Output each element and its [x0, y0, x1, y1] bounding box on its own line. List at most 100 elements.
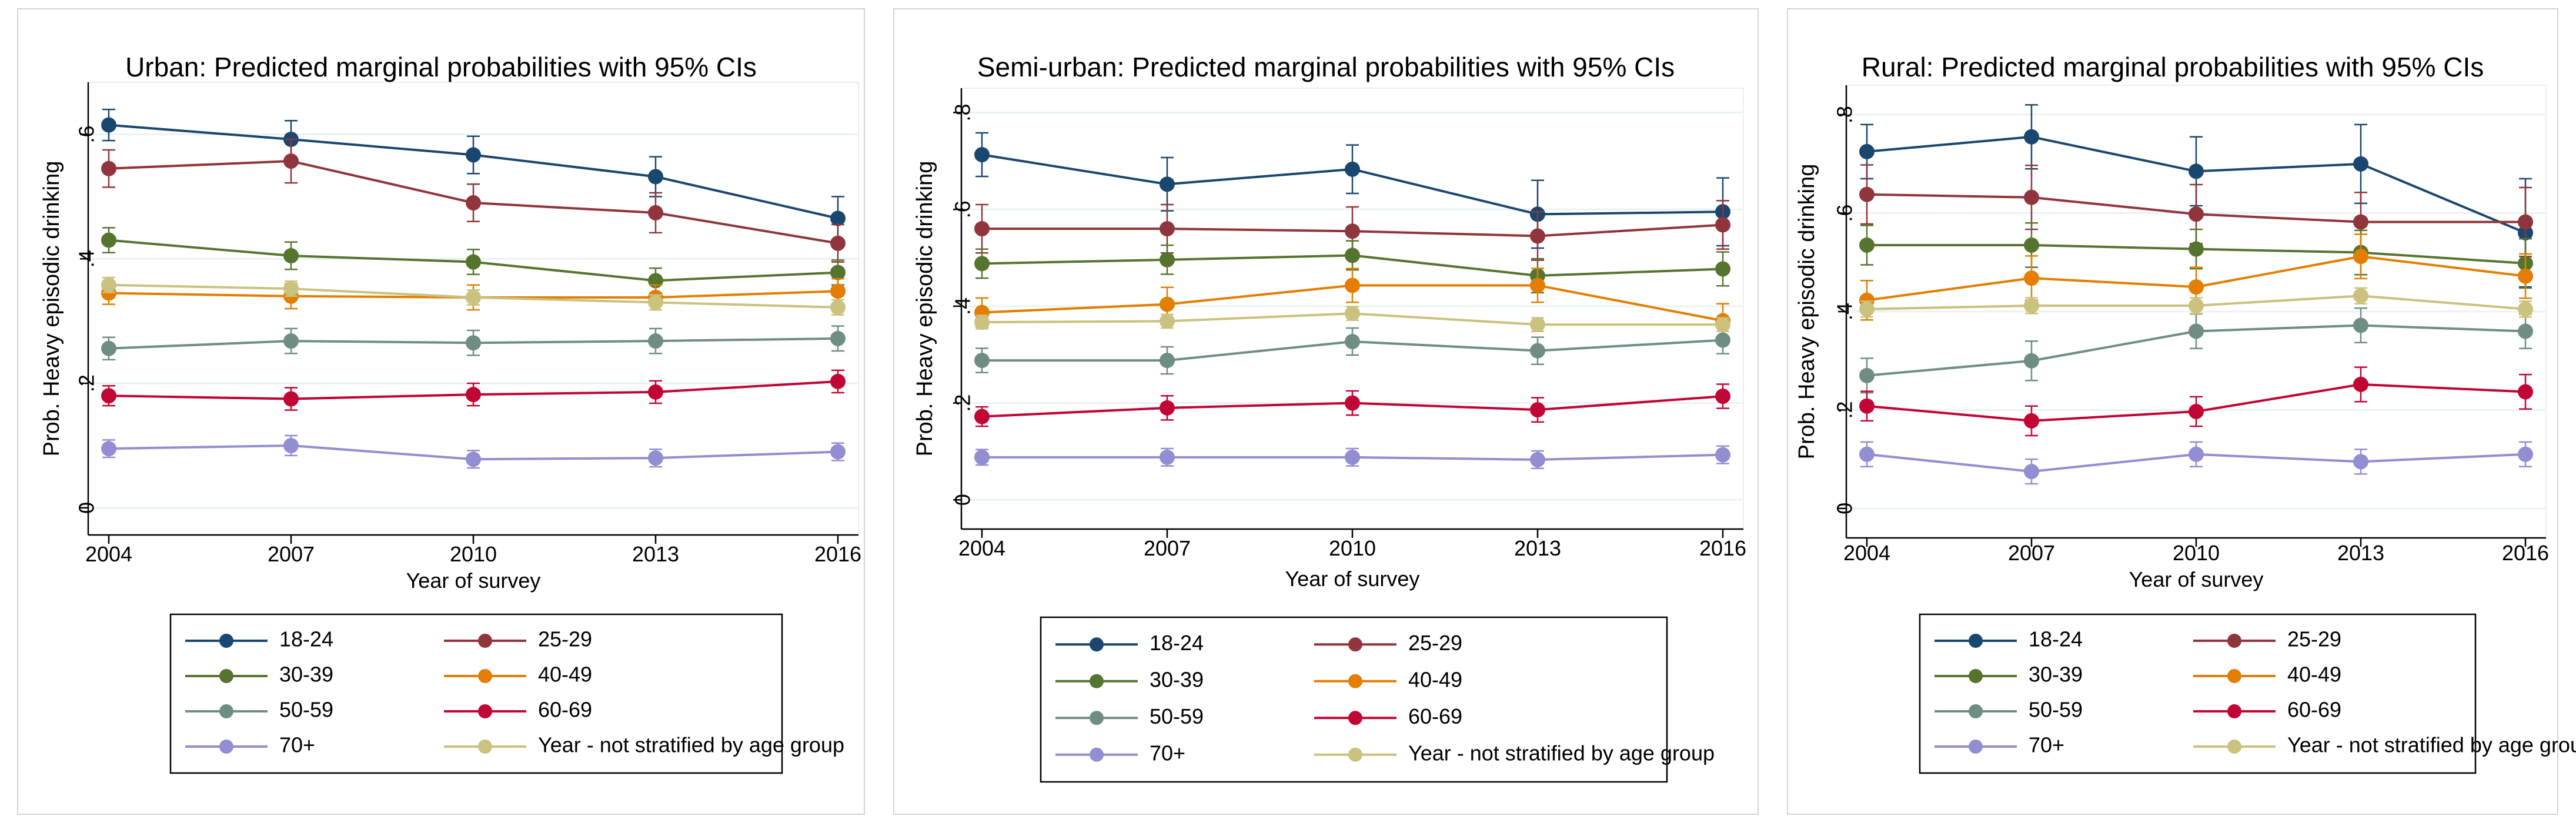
y-tick-label: .8 — [1833, 106, 1857, 123]
legend-label: Year - not stratified by age group — [1408, 741, 1715, 765]
data-point — [974, 353, 990, 369]
legend-label: 60-69 — [2287, 698, 2341, 722]
chart-title: Urban: Predicted marginal probabilities … — [125, 52, 757, 82]
legend-marker — [2227, 704, 2241, 718]
legend-item: 18-24 — [1055, 631, 1204, 655]
data-point — [1345, 395, 1360, 411]
legend-item: 25-29 — [444, 627, 592, 651]
series-50-59 — [101, 325, 846, 361]
series-60-69 — [101, 369, 846, 411]
legend-label: 30-39 — [1150, 667, 1204, 691]
data-point — [2518, 301, 2533, 317]
data-point — [974, 256, 990, 272]
legend-item: Year - not stratified by age group — [2193, 733, 2576, 757]
data-point — [2353, 454, 2368, 470]
x-tick-label: 2004 — [1843, 541, 1890, 565]
data-point — [648, 295, 663, 310]
y-tick-label: .4 — [951, 297, 975, 315]
data-point — [1859, 143, 1875, 159]
chart-panel-2: 0 .2 .4 .6 .8 2004 2007 2010 2013 2016 Semi-urban:… — [893, 8, 1759, 815]
series-year-not-stratified-by-age-group — [1859, 287, 2533, 318]
data-point — [2024, 353, 2039, 369]
y-axis-label: Prob. Heavy episodic drinking — [1795, 164, 1819, 460]
legend-item: Year - not stratified by age group — [1314, 741, 1715, 765]
data-point — [1859, 237, 1875, 253]
legend-item: 60-69 — [444, 698, 592, 722]
y-axis-label: Prob. Heavy episodic drinking — [39, 161, 64, 457]
data-point — [2024, 270, 2039, 286]
x-tick-label: 2010 — [450, 542, 497, 566]
data-point — [1160, 449, 1175, 465]
data-point — [1715, 261, 1730, 277]
x-tick-label: 2016 — [2502, 541, 2549, 565]
data-point — [1160, 176, 1175, 192]
legend-item: 25-29 — [1314, 631, 1462, 655]
legend: 18-24 25-29 30-39 40-49 50-59 60-69 70+ Year - … — [1919, 613, 2576, 774]
data-point — [830, 299, 846, 315]
data-point — [1345, 223, 1360, 239]
y-tick-label: .6 — [75, 126, 99, 143]
y-tick-label: .4 — [75, 250, 99, 267]
legend-marker — [478, 704, 492, 718]
data-point — [466, 387, 481, 403]
y-tick-label: .6 — [951, 200, 975, 218]
y-tick-label: 0 — [1833, 503, 1857, 514]
legend-item: 70+ — [1934, 733, 2064, 757]
data-point — [974, 221, 990, 237]
data-point — [1530, 451, 1545, 467]
data-point — [101, 232, 116, 248]
data-point — [2353, 249, 2368, 265]
data-point — [283, 437, 299, 453]
legend-marker — [2227, 740, 2241, 754]
series-70- — [101, 434, 846, 469]
data-point — [2024, 464, 2039, 480]
data-point — [2518, 446, 2533, 462]
legend-marker — [1348, 711, 1362, 725]
data-point — [2353, 156, 2368, 172]
legend-label: 18-24 — [2029, 627, 2083, 651]
data-point — [830, 265, 846, 280]
legend-label: 70+ — [1150, 741, 1185, 765]
legend-marker — [219, 740, 233, 754]
x-tick-label: 2004 — [85, 542, 132, 566]
data-point — [466, 147, 481, 163]
series-year-not-stratified-by-age-group — [974, 306, 1730, 333]
x-tick-label: 2004 — [958, 536, 1005, 560]
legend-item: 40-49 — [1314, 667, 1462, 691]
data-point — [648, 450, 663, 466]
series-25-29 — [1859, 164, 2533, 257]
legend-marker — [1348, 747, 1362, 762]
y-tick-label: 0 — [75, 502, 99, 514]
data-point — [101, 340, 116, 356]
data-point — [830, 373, 846, 389]
legend-label: 60-69 — [538, 698, 592, 722]
data-point — [1715, 217, 1730, 233]
data-point — [2353, 376, 2368, 392]
data-point — [2024, 413, 2039, 429]
data-point — [2024, 129, 2039, 145]
data-point — [101, 388, 116, 404]
legend-marker — [219, 669, 233, 683]
series-25-29 — [101, 138, 846, 263]
data-point — [101, 160, 116, 176]
data-point — [974, 315, 990, 330]
series-60-69 — [1859, 366, 2533, 437]
legend-label: 50-59 — [2029, 698, 2083, 722]
legend-label: 40-49 — [2287, 663, 2341, 687]
data-point — [2189, 241, 2204, 257]
legend-label: 70+ — [279, 733, 315, 757]
data-point — [1859, 446, 1875, 462]
legend-item: 40-49 — [444, 663, 592, 687]
legend-marker — [2227, 634, 2241, 648]
series-70- — [974, 445, 1730, 470]
data-point — [1715, 317, 1730, 333]
series-50-59 — [974, 326, 1730, 375]
data-point — [1345, 277, 1360, 293]
legend: 18-24 25-29 30-39 40-49 50-59 60-69 70+ Year - … — [169, 613, 844, 774]
x-tick-label: 2007 — [1144, 536, 1191, 560]
data-point — [466, 451, 481, 467]
legend-marker — [1969, 740, 1983, 754]
data-point — [1530, 343, 1545, 359]
data-point — [1160, 296, 1175, 312]
data-point — [2189, 446, 2204, 462]
